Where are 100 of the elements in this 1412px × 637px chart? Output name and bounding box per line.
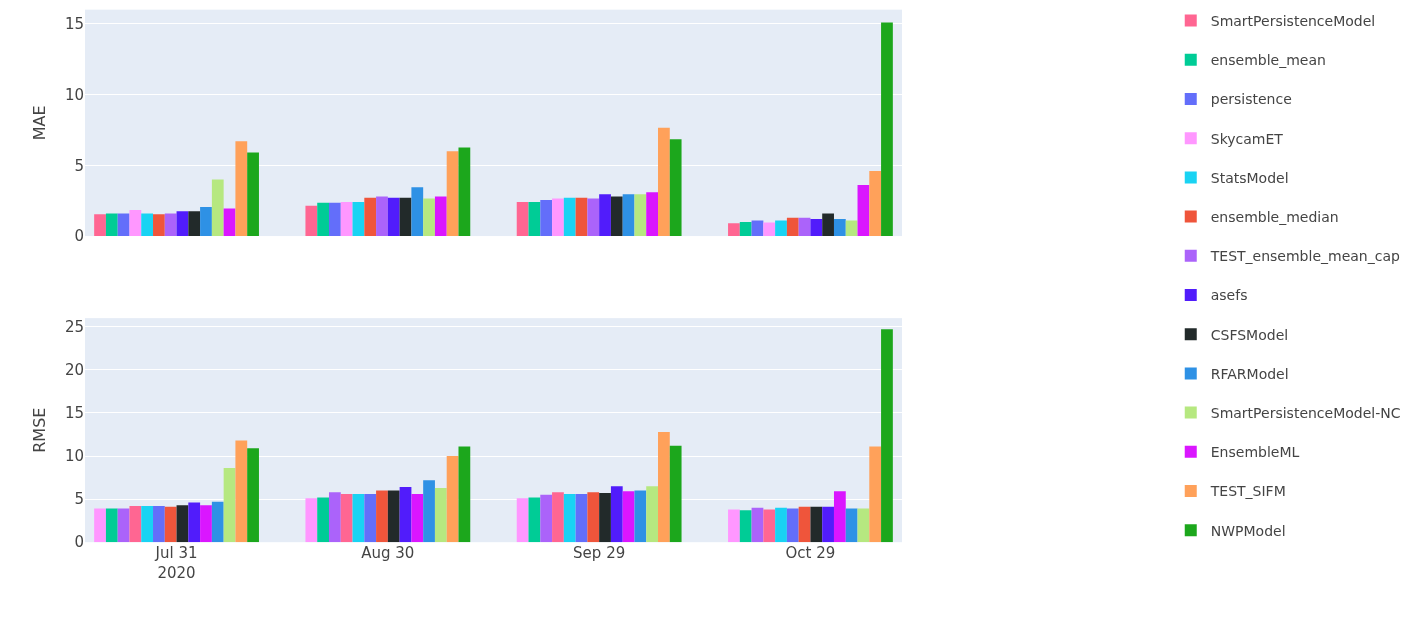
bar: [622, 194, 635, 237]
bar: [610, 486, 623, 543]
bar: [164, 506, 177, 543]
bar: [575, 493, 588, 543]
bar: [552, 198, 564, 237]
bar: [810, 506, 823, 543]
legend-label: RFARModel: [1210, 365, 1289, 382]
bar: [235, 440, 248, 543]
legend-label: NWPModel: [1210, 522, 1286, 539]
bar: [211, 179, 224, 237]
x-tick-label: Aug 30: [361, 544, 415, 563]
bar: [458, 147, 471, 237]
bar: [763, 222, 776, 237]
x-tick-label: Jul 31 2020: [154, 544, 198, 582]
bar: [540, 199, 553, 237]
y-axis-title: MAE: [29, 105, 49, 141]
y-tick-label: 0: [74, 227, 84, 246]
legend-label: persistence: [1210, 91, 1292, 108]
y-tick-label: 5: [74, 490, 84, 509]
bar: [94, 508, 106, 543]
bar: [117, 213, 130, 237]
bar: [223, 468, 236, 543]
bar: [845, 508, 858, 543]
legend-label: TEST_ensemble_mean_cap: [1209, 248, 1400, 265]
bar: [434, 196, 447, 237]
legend-label: SkycamET: [1210, 130, 1284, 147]
bar: [646, 192, 659, 237]
bar: [317, 202, 329, 237]
bar: [458, 446, 471, 543]
bar: [763, 509, 776, 543]
legend-label: ensemble_median: [1210, 209, 1339, 226]
bar: [822, 506, 834, 543]
bar: [305, 205, 318, 237]
bar: [153, 505, 165, 543]
bar: [833, 219, 846, 237]
bar: [235, 141, 248, 237]
bar: [728, 509, 740, 543]
bar: [200, 505, 212, 543]
legend-label: asefs: [1210, 287, 1248, 304]
bar: [411, 493, 424, 543]
bar: [117, 508, 130, 543]
bar: [669, 139, 682, 237]
y-tick-label: 15: [64, 15, 84, 34]
bar: [540, 494, 553, 543]
bar: [516, 498, 529, 543]
bar: [869, 170, 882, 237]
bar: [176, 211, 189, 237]
y-tick-label: 5: [74, 156, 84, 175]
bar: [411, 187, 424, 237]
x-tick-label: Oct 29: [785, 544, 836, 563]
bar: [658, 431, 670, 543]
bar: [188, 211, 201, 237]
bar: [646, 486, 659, 543]
bar: [798, 217, 811, 237]
bar: [622, 491, 635, 543]
bar: [352, 202, 365, 237]
bar: [446, 151, 459, 237]
bar: [223, 208, 236, 237]
bar: [423, 480, 435, 543]
bar: [563, 493, 576, 543]
legend-label: CSFSModel: [1210, 326, 1289, 343]
bar: [340, 493, 353, 543]
legend-label: SmartPersistenceModel-NC: [1210, 405, 1401, 422]
bar: [340, 202, 353, 237]
bar: [528, 202, 541, 237]
bar: [164, 213, 177, 237]
bar: [364, 197, 377, 237]
bar: [317, 497, 329, 543]
bar: [599, 194, 611, 237]
bar: [200, 207, 212, 237]
bar: [751, 220, 764, 237]
bar: [575, 197, 588, 237]
bar: [634, 194, 647, 237]
bar: [857, 508, 870, 543]
bar: [751, 507, 764, 543]
y-tick-label: 10: [64, 447, 84, 466]
bar: [247, 152, 259, 237]
legend-label: SmartPersistenceModel: [1210, 13, 1376, 30]
y-axis-title: RMSE: [29, 407, 49, 453]
bar: [247, 448, 259, 543]
bar: [399, 197, 412, 237]
bar: [516, 202, 529, 237]
bar: [141, 505, 154, 543]
legend-label: ensemble_mean: [1210, 52, 1326, 69]
bar: [141, 213, 154, 237]
bar: [810, 219, 823, 237]
bar: [105, 213, 118, 237]
bar: [881, 329, 893, 543]
bar: [105, 508, 118, 543]
bar: [211, 501, 224, 543]
bar: [188, 502, 201, 543]
y-tick-label: 15: [64, 404, 84, 423]
bar: [305, 498, 318, 543]
legend-label: StatsModel: [1210, 169, 1289, 186]
bar: [552, 492, 564, 543]
bar: [129, 505, 142, 543]
y-tick-label: 25: [64, 317, 84, 336]
bar: [387, 197, 400, 237]
bar: [364, 493, 377, 543]
bar: [881, 22, 893, 237]
